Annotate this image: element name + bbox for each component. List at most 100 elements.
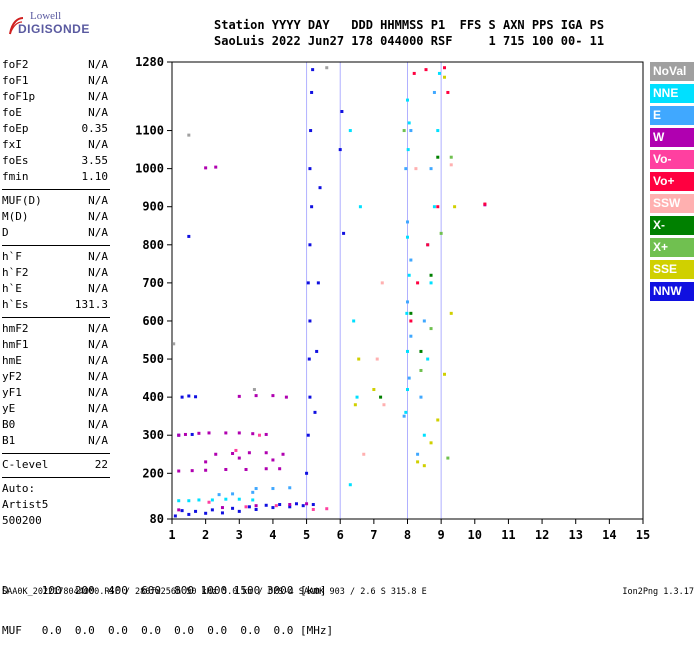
lowell-digisonde-logo <box>4 10 74 40</box>
echo-points <box>172 66 487 518</box>
y-tick-label: 400 <box>142 390 164 404</box>
echo-point <box>419 395 423 399</box>
echo-point <box>412 71 416 75</box>
param-value: N/A <box>88 322 108 335</box>
param-row: B0 N/A <box>2 417 112 433</box>
echo-point <box>278 503 282 507</box>
distance-muf-table: D 100 200 400 600 800 1000 1500 3000 [km… <box>2 558 333 651</box>
echo-point <box>404 410 408 414</box>
legend-item-vo: Vo+ <box>650 172 694 191</box>
echo-point <box>429 281 433 285</box>
echo-point <box>224 497 228 501</box>
param-name: D <box>2 226 9 239</box>
param-row: yE N/A <box>2 401 112 417</box>
echo-point <box>426 243 430 247</box>
echo-point <box>204 511 208 515</box>
y-tick-label: 700 <box>142 276 164 290</box>
param-divider <box>2 317 110 318</box>
param-row: foF2 N/A <box>2 57 112 73</box>
legend-item-vo: Vo- <box>650 150 694 169</box>
echo-point <box>237 497 241 501</box>
echo-point <box>422 319 426 323</box>
echo-point <box>288 505 292 509</box>
param-row: fxI N/A <box>2 137 112 153</box>
echo-point <box>426 357 430 361</box>
echo-point <box>288 486 292 490</box>
echo-point <box>204 468 208 472</box>
param-name: foE <box>2 106 22 119</box>
echo-point <box>409 319 413 323</box>
x-tick-label: 2 <box>202 528 209 542</box>
distance-row: D 100 200 400 600 800 1000 1500 3000 [km… <box>2 584 327 597</box>
auto-scaler-line: Auto: <box>2 482 36 495</box>
legend-item-ssw: SSW <box>650 194 694 213</box>
param-row: hmF1 N/A <box>2 337 112 353</box>
echo-point <box>231 506 235 510</box>
echo-point <box>407 121 411 125</box>
legend-item-sse: SSE <box>650 260 694 279</box>
echo-point <box>432 90 436 94</box>
header-labels: Station YYYY DAY DDD HHMMSS P1 FFS S AXN… <box>214 18 605 32</box>
echo-point <box>348 129 352 133</box>
echo-point <box>409 311 413 315</box>
echo-point <box>271 487 275 491</box>
echo-point <box>436 129 440 133</box>
param-name: hmE <box>2 354 22 367</box>
echo-point <box>380 281 384 285</box>
param-name: fxI <box>2 138 22 151</box>
footer-version: Ion2Png 1.3.17 <box>622 587 694 597</box>
y-tick-label: 200 <box>142 466 164 480</box>
echo-point <box>271 506 275 510</box>
echo-point <box>313 410 317 414</box>
x-axis: 1 2 3 4 5 6 7 8 9 10 11 12 13 14 15 <box>168 519 650 542</box>
echo-point <box>406 235 409 239</box>
x-tick-label: 7 <box>370 528 377 542</box>
echo-point <box>294 502 298 506</box>
echo-point <box>309 129 313 133</box>
echo-point <box>210 508 214 512</box>
param-row: yF2 N/A <box>2 369 112 385</box>
param-name: fmin <box>2 170 29 183</box>
echo-point <box>217 493 221 497</box>
echo-point <box>204 166 208 170</box>
echo-point <box>439 231 443 235</box>
echo-point <box>379 395 383 399</box>
x-tick-label: 4 <box>269 528 276 542</box>
echo-point <box>453 205 457 209</box>
echo-point <box>172 342 176 346</box>
echo-point <box>237 431 241 435</box>
echo-point <box>187 499 191 503</box>
param-value: N/A <box>88 58 108 71</box>
param-value: N/A <box>88 354 108 367</box>
echo-point <box>257 433 261 437</box>
echo-point <box>342 231 346 235</box>
echo-point <box>449 155 453 159</box>
param-row: D N/A <box>2 225 112 241</box>
echo-point <box>353 403 357 407</box>
legend-item-x: X- <box>650 216 694 235</box>
echo-point <box>187 234 191 238</box>
echo-point <box>177 499 181 503</box>
echo-point <box>340 110 344 114</box>
param-name: B1 <box>2 434 16 447</box>
echo-point <box>406 98 409 102</box>
y-tick-label: 1100 <box>135 124 164 138</box>
echo-point <box>355 395 359 399</box>
param-value: N/A <box>88 250 108 263</box>
echo-point <box>406 148 410 152</box>
echo-point <box>210 498 214 502</box>
echo-point <box>301 504 305 508</box>
param-row: foEs 3.55 <box>2 153 112 169</box>
echo-point <box>409 129 413 133</box>
echo-point <box>409 258 413 262</box>
x-tick-label: 9 <box>438 528 445 542</box>
echo-point <box>352 319 356 323</box>
param-name: foF1 <box>2 74 29 87</box>
echo-point <box>254 394 258 398</box>
echo-point <box>306 433 310 437</box>
param-value: N/A <box>88 138 108 151</box>
echo-point <box>443 372 447 376</box>
param-value: N/A <box>88 266 108 279</box>
echo-point <box>180 509 184 513</box>
echo-point <box>443 66 447 70</box>
